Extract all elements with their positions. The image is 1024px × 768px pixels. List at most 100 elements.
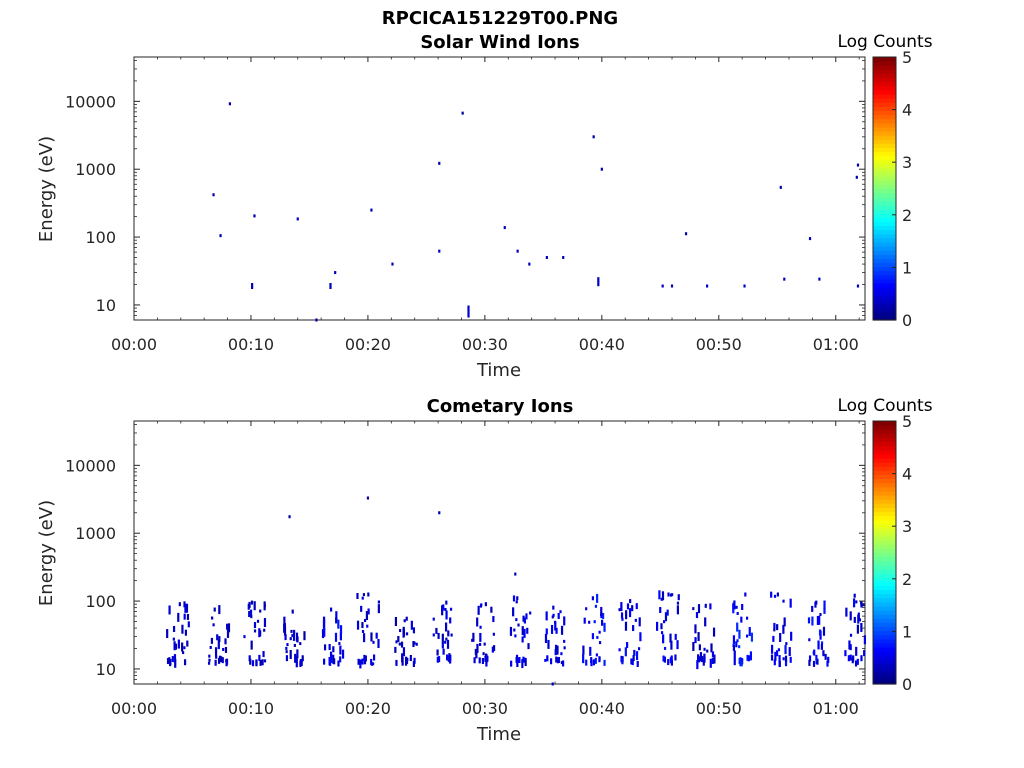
data-cell [299,661,302,667]
data-cell [363,618,367,622]
colorbar-swatch [873,163,896,169]
data-cell [207,661,211,665]
data-cell [215,655,218,659]
data-cell [515,600,518,604]
data-cell [620,612,624,619]
data-cell [710,643,713,653]
data-cell [590,657,593,664]
data-cell [479,632,482,642]
colorbar-tick-label: 1 [902,258,912,277]
data-cell [521,659,524,669]
data-cell [630,658,633,665]
data-cell [216,634,219,641]
x-axis-label-solar-wind: Time [476,360,521,381]
data-cell [377,600,381,604]
data-cell [395,640,398,644]
colorbar-swatch [873,61,896,66]
data-cell [826,660,829,667]
x-tick-label: 00:00 [111,335,157,354]
data-cell [181,624,184,634]
data-cell [590,660,593,667]
data-cell [330,607,333,612]
colorbar-swatch [873,544,896,549]
data-cell [811,616,814,626]
data-cell [735,641,738,648]
data-cell [258,654,261,661]
data-cell [782,624,785,634]
data-cell [704,617,707,627]
data-cell [186,640,189,647]
colorbar-swatch [873,77,896,83]
data-cell [697,632,700,642]
data-cell [224,638,227,645]
colorbar-swatch [873,597,896,603]
data-cell [263,628,266,632]
data-cell [692,607,695,611]
data-cell [251,283,254,290]
data-cell [178,602,181,607]
data-cell [563,616,566,626]
data-cell [295,632,299,642]
data-cell [523,617,527,624]
colorbar-swatch [873,172,896,177]
data-cell [563,646,566,650]
colorbar-swatch [873,531,896,537]
data-cell [449,607,453,611]
data-cell [248,655,251,662]
colorbar-cometary: 0 1 2 3 4 5 [872,412,912,694]
data-cell [676,640,679,650]
data-cell [299,642,302,646]
data-cell [397,635,400,642]
data-cell [676,605,680,615]
data-cell [415,642,418,646]
colorbar-swatch [873,291,896,296]
x-tick-label: 00:00 [111,699,157,718]
data-cell [782,657,785,661]
colorbar-swatch [873,57,896,62]
data-cell [635,651,639,661]
data-cell [848,640,851,650]
data-cell [503,226,506,230]
colorbar-swatch [873,638,896,644]
data-cell [473,657,476,664]
colorbar-swatch [873,192,896,198]
data-cell [773,622,776,629]
data-cell [471,638,474,642]
data-cell [445,637,448,641]
data-cell [446,639,450,649]
data-cell [854,660,858,667]
data-cell [547,639,550,649]
data-cell [361,629,365,633]
data-cell [597,277,600,287]
data-cell [709,603,712,610]
data-cell [852,598,856,608]
colorbar-swatch [873,642,896,648]
data-cell [315,318,318,322]
data-cell [377,604,380,614]
data-cell [285,646,288,650]
colorbar-swatch [873,307,896,313]
data-cell [521,636,524,643]
data-cell [709,658,712,668]
data-cell [560,661,563,665]
data-cell [554,649,557,656]
data-cell [549,658,553,665]
data-cell [550,624,554,634]
data-cell [224,646,228,653]
colorbar-swatch [873,511,896,517]
data-cell [807,617,811,624]
data-cell [367,592,370,597]
data-cell [249,658,252,665]
colorbar-swatch [873,675,896,681]
data-cell [372,654,376,661]
data-cell [853,593,856,598]
data-cell [248,611,251,618]
data-cell [322,618,326,628]
data-cell [856,658,859,665]
x-tick-label: 00:20 [345,335,391,354]
data-cell [437,656,441,663]
colorbar-swatch [873,647,896,652]
panel-title-solar-wind: Solar Wind Ions [420,32,579,53]
data-cell [624,647,627,657]
